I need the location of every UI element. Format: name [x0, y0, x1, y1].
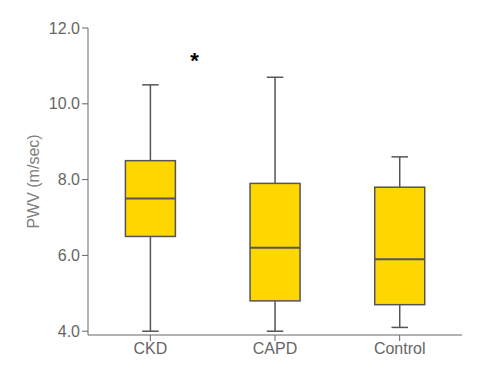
svg-text:Control: Control [374, 340, 426, 357]
svg-text:CKD: CKD [133, 340, 167, 357]
svg-text:8.0: 8.0 [58, 171, 80, 188]
svg-text:*: * [190, 48, 199, 73]
svg-text:4.0: 4.0 [58, 323, 80, 340]
svg-text:6.0: 6.0 [58, 247, 80, 264]
svg-text:CAPD: CAPD [253, 340, 297, 357]
svg-text:10.0: 10.0 [49, 95, 80, 112]
svg-text:12.0: 12.0 [49, 20, 80, 37]
svg-text:PWV (m/sec): PWV (m/sec) [25, 134, 42, 228]
